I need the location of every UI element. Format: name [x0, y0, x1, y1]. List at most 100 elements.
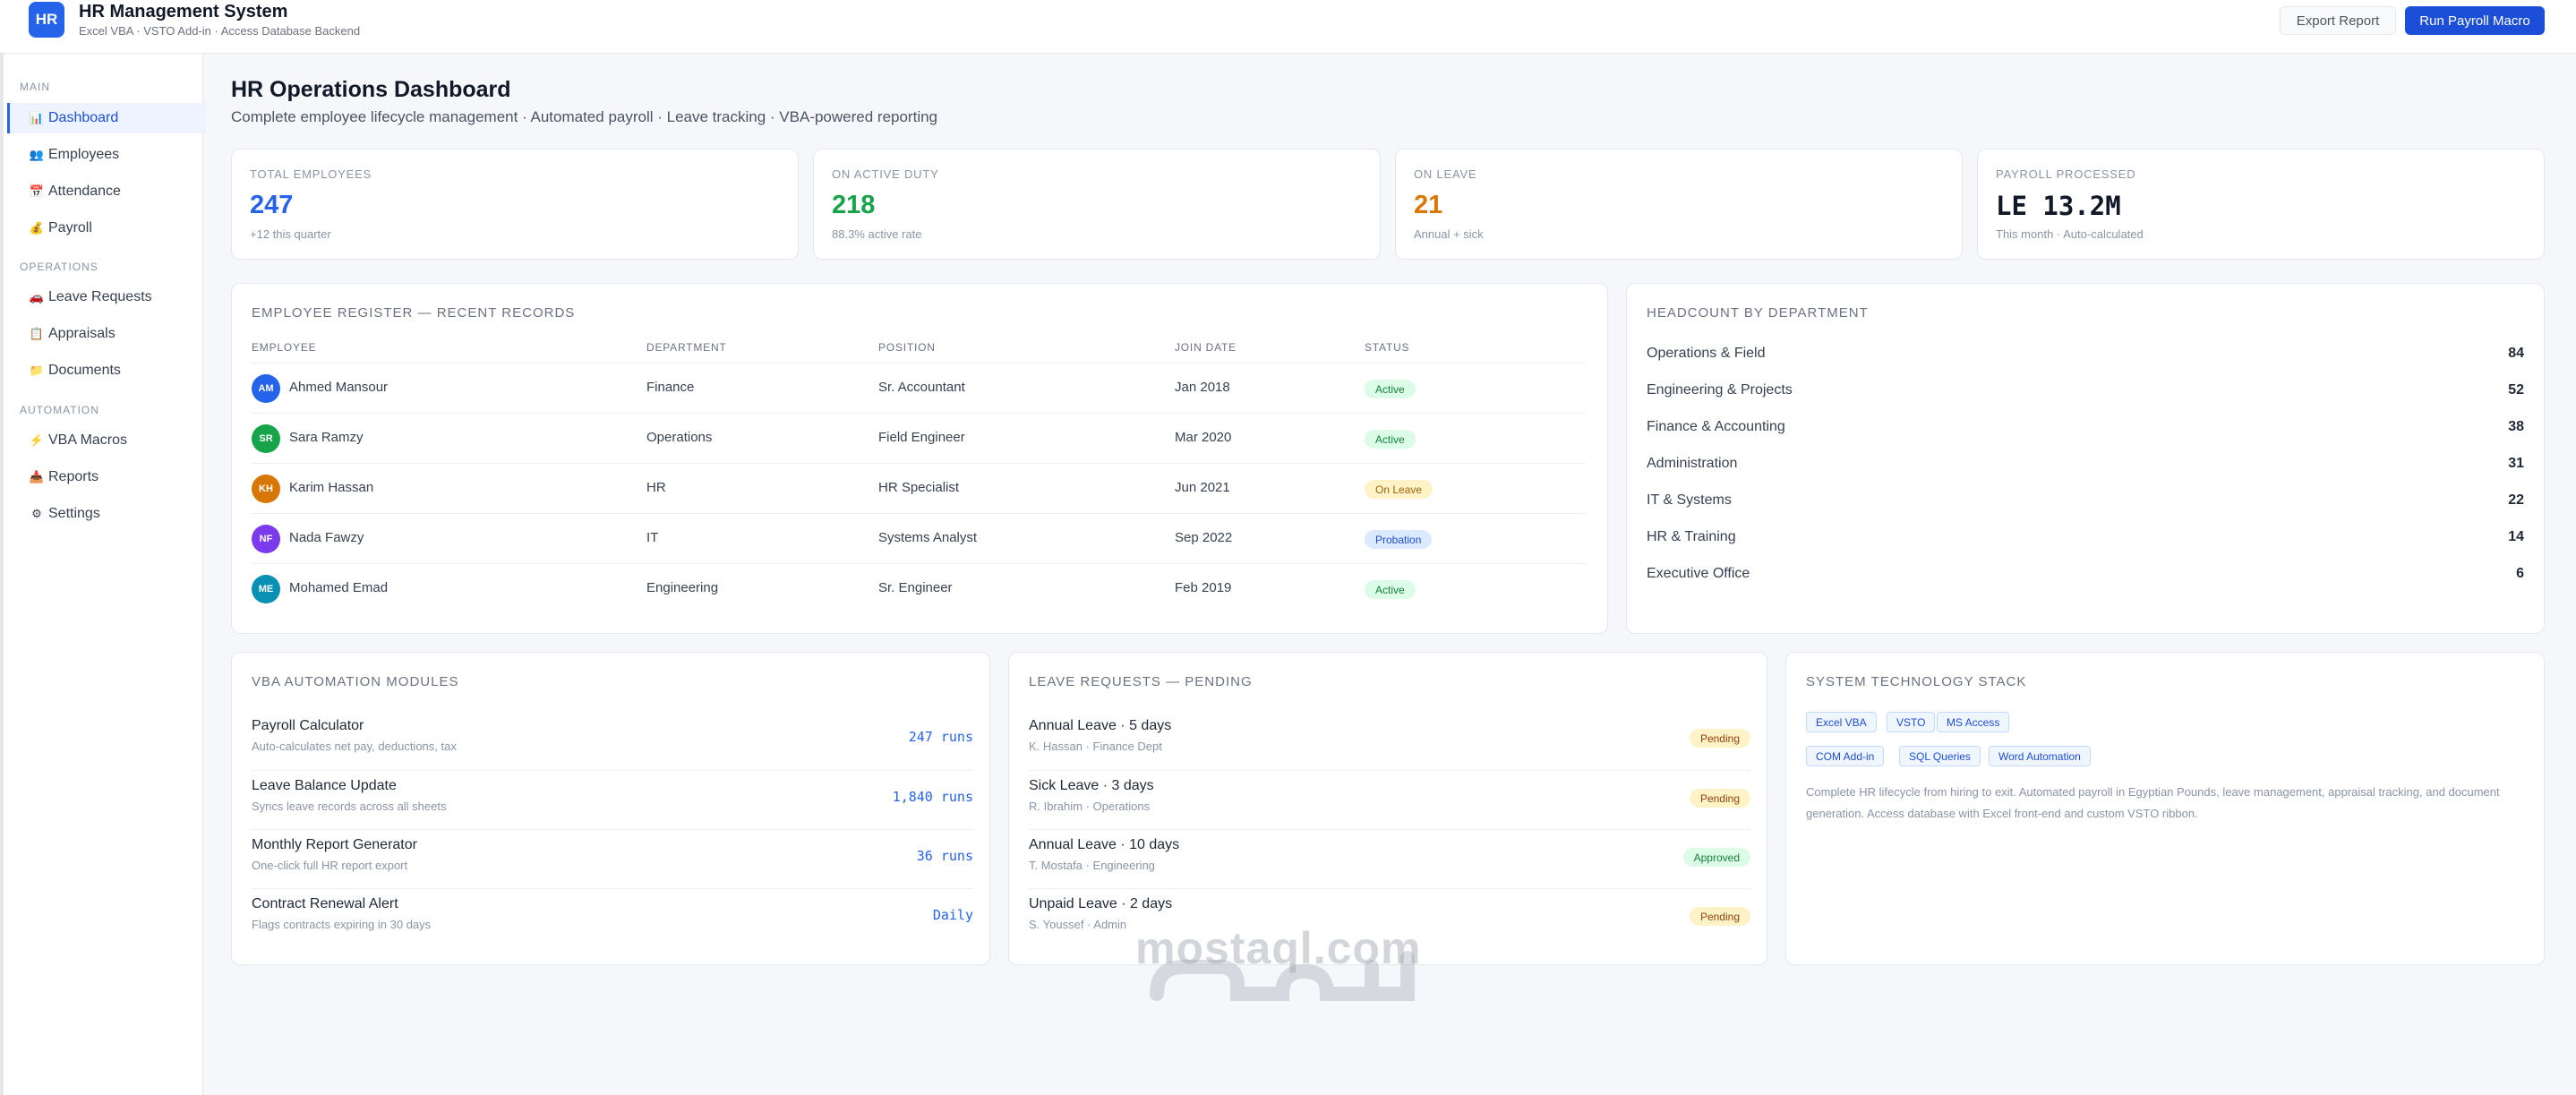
- section-title: VBA AUTOMATION MODULES: [252, 674, 459, 689]
- module-row[interactable]: Payroll Calculator Auto-calculates net p…: [252, 711, 973, 770]
- tech-description: Complete HR lifecycle from hiring to exi…: [1806, 785, 2500, 820]
- module-name: Contract Renewal Alert: [252, 896, 398, 911]
- column-header: STATUS: [1365, 341, 1410, 354]
- nav-section-automation: AUTOMATION: [20, 404, 99, 416]
- employee-name: Ahmed Mansour: [289, 380, 389, 395]
- app-subtitle: Excel VBA · VSTO Add-in · Access Databas…: [79, 24, 361, 38]
- department-name: Operations & Field: [1647, 346, 1766, 361]
- stat-note: This month · Auto-calculated: [1996, 227, 2144, 241]
- stat-label: TOTAL EMPLOYEES: [250, 167, 372, 181]
- module-row[interactable]: Contract Renewal Alert Flags contracts e…: [252, 888, 973, 947]
- section-title: HEADCOUNT BY DEPARTMENT: [1647, 305, 1869, 321]
- tech-tag: SQL Queries: [1899, 746, 1981, 766]
- stat-value: 218: [832, 191, 876, 219]
- leave-request-row[interactable]: Unpaid Leave · 2 days S. Youssef · Admin…: [1029, 888, 1750, 947]
- tech-tag: Word Automation: [1989, 746, 2091, 766]
- department-count: 84: [2508, 346, 2524, 361]
- page-title: HR Operations Dashboard: [231, 77, 511, 102]
- table-row[interactable]: NF Nada Fawzy IT Systems Analyst Sep 202…: [252, 513, 1586, 563]
- stat-card-total-employees: TOTAL EMPLOYEES 247 +12 this quarter: [231, 149, 799, 260]
- table-row[interactable]: AM Ahmed Mansour Finance Sr. Accountant …: [252, 363, 1586, 413]
- sidebar-item-vba-macros[interactable]: ⚡ VBA Macros: [7, 425, 206, 456]
- table-row[interactable]: KH Karim Hassan HR HR Specialist Jun 202…: [252, 463, 1586, 513]
- department-row: Finance & Accounting 38: [1647, 419, 2524, 437]
- sidebar-item-label: Appraisals: [48, 326, 116, 341]
- sidebar-item-leave-requests[interactable]: 🚗 Leave Requests: [7, 282, 206, 312]
- employee-name: Nada Fawzy: [289, 530, 364, 545]
- status-badge: Approved: [1682, 848, 1750, 867]
- sidebar-item-appraisals[interactable]: 📋 Appraisals: [7, 319, 206, 349]
- sidebar-item-payroll[interactable]: 💰 Payroll: [7, 213, 206, 244]
- department-name: IT & Systems: [1647, 492, 1732, 508]
- avatar: KH: [252, 475, 280, 503]
- leave-requests-card: LEAVE REQUESTS — PENDING Annual Leave · …: [1008, 652, 1767, 965]
- stat-value: 21: [1414, 191, 1443, 219]
- department-name: HR & Training: [1647, 529, 1736, 544]
- stat-note: +12 this quarter: [250, 227, 331, 241]
- module-runs: 36 runs: [916, 848, 973, 864]
- sidebar-item-label: Settings: [48, 506, 100, 521]
- nav-section-main: MAIN: [20, 81, 50, 93]
- tech-tag: VSTO: [1887, 712, 1936, 732]
- headcount-card: HEADCOUNT BY DEPARTMENT Operations & Fie…: [1626, 283, 2545, 634]
- department-row: Engineering & Projects 52: [1647, 382, 2524, 400]
- module-description: Auto-calculates net pay, deductions, tax: [252, 740, 457, 753]
- sidebar-item-employees[interactable]: 👥 Employees: [7, 140, 206, 170]
- section-title: SYSTEM TECHNOLOGY STACK: [1806, 674, 2027, 689]
- leave-request-row[interactable]: Annual Leave · 10 days T. Mostafa · Engi…: [1029, 829, 1750, 888]
- section-title: EMPLOYEE REGISTER — RECENT RECORDS: [252, 305, 576, 321]
- users-icon: 👥: [29, 148, 45, 161]
- status-badge: Active: [1365, 430, 1416, 449]
- export-report-button[interactable]: Export Report: [2280, 6, 2396, 35]
- money-bag-icon: 💰: [29, 221, 45, 235]
- module-runs: 247 runs: [908, 729, 973, 745]
- table-row[interactable]: SR Sara Ramzy Operations Field Engineer …: [252, 413, 1586, 463]
- sidebar-item-dashboard[interactable]: 📊 Dashboard: [7, 103, 206, 133]
- table-row[interactable]: ME Mohamed Emad Engineering Sr. Engineer…: [252, 563, 1586, 613]
- employee-name: Karim Hassan: [289, 480, 374, 495]
- status-badge: Pending: [1689, 789, 1750, 808]
- sidebar-item-label: Documents: [48, 363, 121, 378]
- leave-request-row[interactable]: Annual Leave · 5 days K. Hassan · Financ…: [1029, 711, 1750, 770]
- department-name: Executive Office: [1647, 566, 1750, 581]
- department: Engineering: [646, 580, 719, 595]
- sidebar-item-documents[interactable]: 📁 Documents: [7, 355, 206, 386]
- module-row[interactable]: Leave Balance Update Syncs leave records…: [252, 770, 973, 829]
- employee-register-card: EMPLOYEE REGISTER — RECENT RECORDS EMPLO…: [231, 283, 1608, 634]
- leave-request-row[interactable]: Sick Leave · 3 days R. Ibrahim · Operati…: [1029, 770, 1750, 829]
- leave-type: Sick Leave · 3 days: [1029, 778, 1154, 793]
- sidebar-item-settings[interactable]: ⚙ Settings: [7, 499, 206, 529]
- watermark-text: mostaql.com: [1135, 923, 1422, 973]
- position: HR Specialist: [878, 480, 960, 495]
- run-payroll-macro-button[interactable]: Run Payroll Macro: [2405, 6, 2545, 35]
- tech-tag: Excel VBA: [1806, 712, 1877, 732]
- position: Sr. Engineer: [878, 580, 953, 595]
- module-runs: 1,840 runs: [892, 789, 973, 805]
- app-title: HR Management System: [79, 2, 288, 21]
- stat-label: PAYROLL PROCESSED: [1996, 167, 2136, 181]
- sidebar-item-label: Payroll: [48, 220, 92, 235]
- module-row[interactable]: Monthly Report Generator One-click full …: [252, 829, 973, 888]
- sidebar-item-reports[interactable]: 📥 Reports: [7, 462, 206, 492]
- department-count: 14: [2508, 529, 2524, 544]
- top-header: HR HR Management System Excel VBA · VSTO…: [0, 0, 2576, 54]
- tech-stack-card: SYSTEM TECHNOLOGY STACK Excel VBA VSTO M…: [1785, 652, 2545, 965]
- module-runs: Daily: [932, 907, 973, 923]
- department-row: Administration 31: [1647, 456, 2524, 474]
- sidebar-item-attendance[interactable]: 📅 Attendance: [7, 176, 206, 207]
- department-name: Finance & Accounting: [1647, 419, 1785, 434]
- status-badge: On Leave: [1365, 480, 1433, 499]
- employee-name: Mohamed Emad: [289, 580, 389, 595]
- employee-name: Sara Ramzy: [289, 430, 364, 445]
- department: IT: [646, 530, 659, 545]
- page-subtitle: Complete employee lifecycle management ·…: [231, 108, 938, 125]
- inbox-icon: 📥: [29, 470, 45, 483]
- leave-requester: K. Hassan · Finance Dept: [1029, 740, 1162, 753]
- section-title: LEAVE REQUESTS — PENDING: [1029, 674, 1253, 689]
- avatar: ME: [252, 575, 280, 603]
- department-count: 52: [2508, 382, 2524, 398]
- department-row: IT & Systems 22: [1647, 492, 2524, 510]
- status-badge: Pending: [1689, 729, 1750, 748]
- module-description: One-click full HR report export: [252, 859, 408, 872]
- stat-label: ON LEAVE: [1414, 167, 1477, 181]
